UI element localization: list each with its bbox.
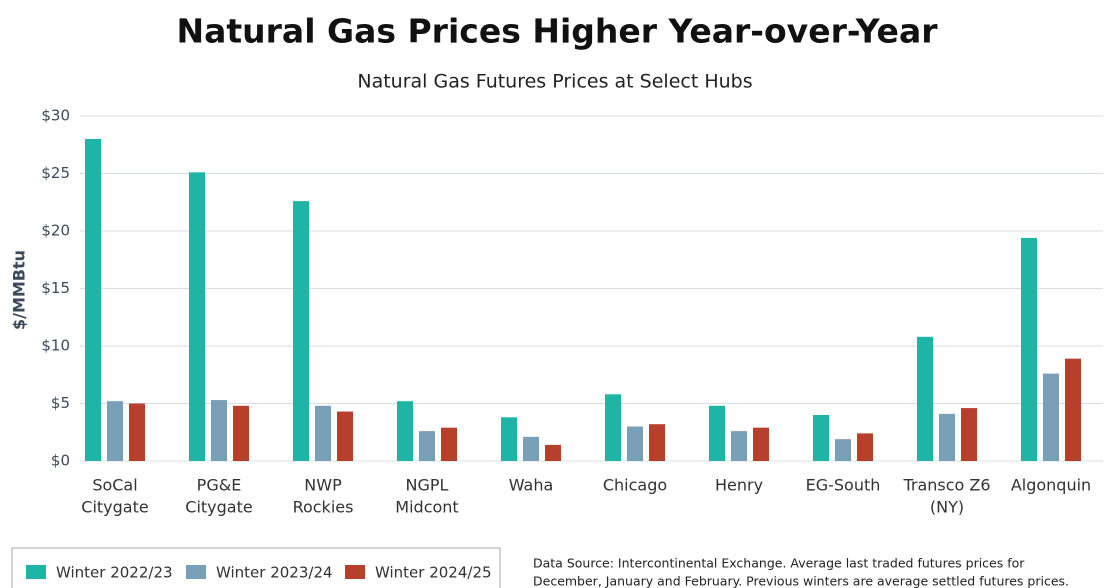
bar <box>545 444 561 461</box>
legend-swatch <box>345 565 365 579</box>
legend-swatch <box>186 565 206 579</box>
y-tick-label: $10 <box>41 337 70 355</box>
y-tick-label: $0 <box>51 452 70 470</box>
x-tick-label: Citygate <box>185 498 252 517</box>
bar <box>1021 237 1037 461</box>
bar <box>731 431 747 461</box>
x-tick-label: NGPL <box>406 476 449 495</box>
bar <box>107 401 123 461</box>
x-tick-label: Chicago <box>603 476 667 495</box>
bar <box>961 408 977 461</box>
bar <box>441 427 457 461</box>
bar <box>649 424 665 461</box>
source-note: Data Source: Intercontinental Exchange. … <box>533 556 1025 571</box>
bar <box>939 413 955 461</box>
x-tick-label: Rockies <box>293 498 354 517</box>
bar <box>753 427 769 461</box>
bar <box>709 405 725 461</box>
bar <box>233 405 249 461</box>
bar <box>397 401 413 461</box>
bar <box>813 415 829 461</box>
x-tick-label: Algonquin <box>1011 476 1091 495</box>
x-tick-label: EG-South <box>806 476 881 495</box>
y-tick-label: $5 <box>51 394 70 412</box>
bar <box>1065 358 1081 461</box>
bar <box>857 433 873 461</box>
bar <box>293 201 309 461</box>
y-tick-label: $30 <box>41 107 70 125</box>
legend-label: Winter 2024/25 <box>375 564 492 582</box>
legend-label: Winter 2023/24 <box>216 564 333 582</box>
bar <box>419 431 435 461</box>
bar <box>85 139 101 461</box>
legend-swatch <box>26 565 46 579</box>
bar <box>917 336 933 461</box>
bar <box>211 400 227 461</box>
chart-subtitle: Natural Gas Futures Prices at Select Hub… <box>357 71 752 93</box>
chart-title: Natural Gas Prices Higher Year-over-Year <box>177 12 939 51</box>
x-tick-label: Transco Z6 <box>902 476 990 495</box>
x-tick-label: Midcont <box>395 498 458 517</box>
bar <box>189 172 205 461</box>
x-tick-label: PG&E <box>197 476 242 495</box>
bar <box>501 417 517 461</box>
bar <box>1043 373 1059 461</box>
bar <box>605 394 621 461</box>
x-tick-label: Waha <box>509 476 554 495</box>
y-tick-label: $15 <box>41 279 70 297</box>
x-tick-label: Citygate <box>81 498 148 517</box>
y-tick-label: $20 <box>41 222 70 240</box>
bar <box>129 403 145 461</box>
source-note: December, January and February. Previous… <box>533 574 1069 588</box>
bar <box>337 411 353 461</box>
x-tick-label: SoCal <box>92 476 137 495</box>
bar <box>315 405 331 461</box>
bar <box>523 436 539 461</box>
x-tick-label: Henry <box>715 476 763 495</box>
legend-label: Winter 2022/23 <box>56 564 173 582</box>
x-tick-label: (NY) <box>930 498 964 517</box>
y-axis-label: $/MMBtu <box>10 250 29 330</box>
legend-box <box>11 547 501 588</box>
bar <box>835 439 851 461</box>
bar <box>627 426 643 461</box>
x-tick-label: NWP <box>304 476 342 495</box>
y-tick-label: $25 <box>41 164 70 182</box>
